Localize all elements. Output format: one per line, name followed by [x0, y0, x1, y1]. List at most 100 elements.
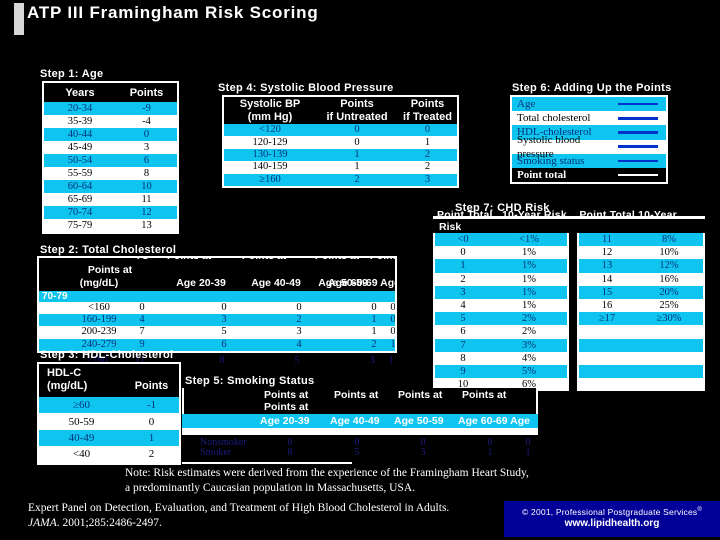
step5-points-at-1: Points at	[264, 389, 309, 401]
age-range: 20-34	[67, 103, 93, 114]
step2-col-age-40-49: Age 40-49	[251, 277, 301, 289]
step2-table-body: <160 0 0 0 0 0 160-199 4 3 2 1 0	[39, 302, 395, 351]
sum-label: Smoking status	[517, 154, 585, 167]
points-age-60-69: 0	[371, 302, 377, 313]
points-age-20-39: 9	[139, 338, 145, 350]
point-total-left: 4	[460, 300, 466, 312]
table-row: 35-39 -4	[44, 115, 177, 128]
sum-row: Point total	[512, 167, 666, 183]
table-row: 60-64 10	[44, 180, 177, 193]
step2-points-at-4: Points at	[369, 256, 397, 262]
points-treated: 2	[424, 148, 431, 160]
step7-heading: Step 7: CHD Risk	[455, 202, 550, 214]
points-age-70-79: 0	[390, 314, 396, 326]
ten-year-risk-left: 6%	[522, 379, 536, 391]
hdl-range: 50-59	[68, 415, 95, 428]
ten-year-risk-right: 25%	[659, 300, 679, 312]
note-line2: a predominantly Caucasian population in …	[125, 482, 416, 494]
step3-heading: Step 3: HDL-Cholesterol	[40, 349, 174, 361]
step5-smoking-table: Points at Points at Points at Points at …	[182, 388, 538, 464]
ten-year-risk-right: 12%	[659, 260, 679, 272]
table-row: 130-139 1 2	[224, 148, 457, 162]
table-row: 50-54 6	[44, 154, 177, 167]
risk-row: 1 1% 13 12%	[435, 259, 703, 273]
step4-col-untreated: Points if Untreated	[316, 98, 398, 123]
table-row: 65-69 11	[44, 193, 177, 206]
hdl-row: <40 2	[39, 446, 179, 463]
step3-col-hdl-line2: (mg/dL)	[47, 380, 88, 392]
step3-table-body: ≥60 -1 50-59 0 40-49 1 <40 2	[39, 397, 179, 463]
column-divider	[567, 378, 579, 392]
age-range: 75-79	[67, 220, 93, 231]
points-age-20-39: 0	[287, 437, 293, 448]
smoking-row: Smoker 8 5 3 1 1	[182, 448, 538, 458]
points-age-20-39: 4	[139, 314, 145, 326]
column-divider	[567, 272, 579, 286]
step2-heading: Step 2: Total Cholesterol	[40, 244, 177, 256]
fill-in-line	[618, 117, 658, 120]
journal-name: JAMA	[28, 517, 57, 529]
column-divider	[567, 246, 579, 260]
point-total-left: 7	[460, 339, 466, 351]
points-age-40-49: 0	[354, 437, 360, 448]
bp-range: <120	[259, 124, 281, 136]
tc-range: 160-199	[81, 314, 117, 326]
step1-col-years: Years	[65, 86, 95, 99]
table-row: 120-129 0 1	[224, 136, 457, 149]
tc-row: 200-239 7 5 3 1 0	[39, 326, 395, 339]
age-range: 70-74	[67, 207, 93, 218]
risk-row: 3 1% 15 20%	[435, 285, 703, 299]
fill-in-line	[618, 131, 658, 134]
risk-row: 2 1% 14 16%	[435, 272, 703, 286]
step2-points-at-wrap: Points at	[87, 264, 133, 276]
points-age-50-59: 0	[420, 437, 426, 448]
step4-col-untreated-line2: if Untreated	[326, 110, 388, 123]
fill-in-line	[618, 173, 658, 177]
ten-year-risk-left: 1%	[522, 247, 536, 259]
tc-range: ≥280	[86, 355, 108, 366]
registered-mark: ®	[697, 507, 702, 514]
point-total-right: 15	[601, 286, 613, 298]
table-top-border-line	[433, 216, 705, 219]
points-treated: 0	[424, 124, 431, 136]
ten-year-risk-right: ≥30%	[656, 313, 682, 325]
step2-tc-table: TC Points at Points at Points at Points …	[37, 256, 397, 353]
risk-row: 10 6%	[435, 378, 703, 392]
table-row: ≥160 2 3	[224, 173, 457, 186]
sum-label: Systolic blood pressure	[517, 133, 581, 160]
step3-col-hdl-line1: HDL-C	[47, 367, 82, 379]
slide-title: ATP III Framingham Risk Scoring	[27, 3, 319, 22]
website-link[interactable]: www.lipidhealth.org	[564, 518, 660, 529]
ten-year-risk-right: 8%	[662, 234, 676, 246]
points-age-70-79: 1	[525, 447, 531, 458]
risk-row: <0 <1% 11 8%	[435, 233, 703, 247]
point-total-left: 8	[460, 352, 466, 364]
points-age-60-69: 0	[487, 437, 493, 448]
points-value: -1	[146, 399, 157, 412]
age-range: 45-49	[67, 142, 93, 153]
smoking-status-label: Smoker	[200, 447, 232, 458]
step2-col-tc: TC	[135, 256, 149, 262]
step1-table-header: Years Points	[44, 83, 177, 102]
ten-year-risk-left: 1%	[522, 260, 536, 272]
step4-col-treated-line1: Points	[410, 98, 445, 110]
point-total-left: 10	[457, 379, 469, 391]
table-row: <120 0 0	[224, 124, 457, 137]
bp-range: 140-159	[252, 161, 288, 173]
citation-line1: Expert Panel on Detection, Evaluation, a…	[28, 502, 450, 514]
step6-table-body: Age Total cholesterol HDL-cholesterol Sy…	[512, 97, 666, 183]
table-row: 45-49 3	[44, 141, 177, 154]
risk-row: 4 1% 16 25%	[435, 298, 703, 313]
step6-sum-table: Age Total cholesterol HDL-cholesterol Sy…	[510, 95, 668, 185]
step4-col-untreated-line1: Points	[340, 98, 374, 110]
points-value: 0	[148, 415, 155, 428]
point-total-right: ≥17	[598, 313, 616, 325]
points-age-60-69: 1	[487, 447, 493, 458]
step5-col-age-50-59: Age 50-59	[394, 415, 444, 427]
points-untreated: 0	[354, 136, 360, 148]
ten-year-risk-left: 1%	[522, 273, 536, 285]
bp-range: 120-129	[252, 136, 288, 148]
tc-row: 160-199 4 3 2 1 0	[39, 314, 396, 327]
age-range: 40-44	[67, 129, 93, 140]
points-age-20-39: 11	[134, 355, 146, 366]
